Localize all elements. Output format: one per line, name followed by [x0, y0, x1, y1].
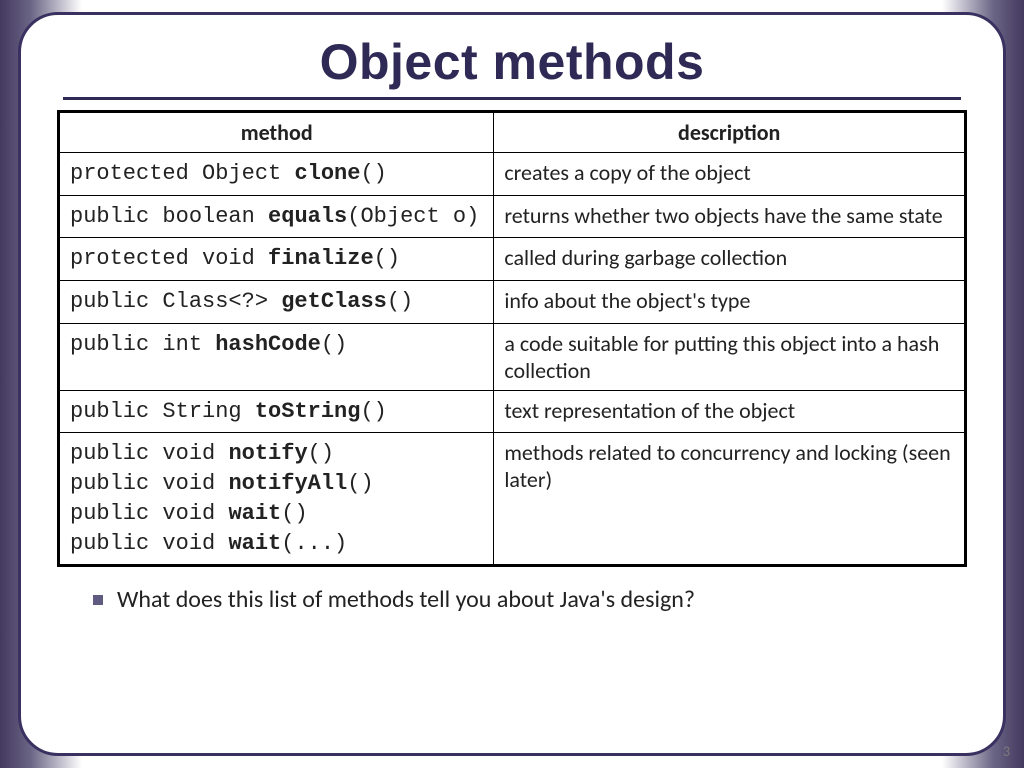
table-row: public Class<?> getClass()info about the…	[59, 281, 966, 324]
method-cell: public String toString()	[59, 390, 494, 433]
slide-frame: Object methods method description protec…	[18, 12, 1006, 756]
table-row: public void notify() public void notifyA…	[59, 433, 966, 566]
description-cell: returns whether two objects have the sam…	[494, 195, 966, 238]
method-name: clone	[294, 161, 360, 186]
col-header-method: method	[59, 112, 494, 153]
table-row: public boolean equals(Object o)returns w…	[59, 195, 966, 238]
bullet-text: What does this list of methods tell you …	[117, 585, 695, 614]
description-cell: called during garbage collection	[494, 238, 966, 281]
col-header-description: description	[494, 112, 966, 153]
method-cell: protected void finalize()	[59, 238, 494, 281]
square-bullet-icon	[93, 595, 103, 605]
table-row: public String toString()text representat…	[59, 390, 966, 433]
method-name: wait	[228, 501, 281, 526]
method-cell: public void notify() public void notifyA…	[59, 433, 494, 566]
description-cell: creates a copy of the object	[494, 153, 966, 196]
method-name: finalize	[268, 246, 374, 271]
method-cell: protected Object clone()	[59, 153, 494, 196]
description-cell: methods related to concurrency and locki…	[494, 433, 966, 566]
method-cell: public int hashCode()	[59, 323, 494, 390]
method-name: notifyAll	[228, 471, 347, 496]
method-name: notify	[228, 441, 307, 466]
method-cell: public boolean equals(Object o)	[59, 195, 494, 238]
method-cell: public Class<?> getClass()	[59, 281, 494, 324]
table-header-row: method description	[59, 112, 966, 153]
method-name: hashCode	[215, 332, 321, 357]
method-name: getClass	[281, 289, 387, 314]
description-cell: text representation of the object	[494, 390, 966, 433]
description-cell: a code suitable for putting this object …	[494, 323, 966, 390]
method-name: equals	[268, 204, 347, 229]
bullet-point: What does this list of methods tell you …	[57, 585, 967, 614]
page-number: 3	[1003, 743, 1010, 760]
title-underline	[63, 97, 961, 100]
description-cell: info about the object's type	[494, 281, 966, 324]
methods-table: method description protected Object clon…	[57, 110, 967, 567]
slide-title: Object methods	[57, 33, 967, 91]
method-name: toString	[255, 399, 361, 424]
table-row: public int hashCode()a code suitable for…	[59, 323, 966, 390]
table-row: protected void finalize()called during g…	[59, 238, 966, 281]
table-row: protected Object clone()creates a copy o…	[59, 153, 966, 196]
method-name: wait	[228, 531, 281, 556]
